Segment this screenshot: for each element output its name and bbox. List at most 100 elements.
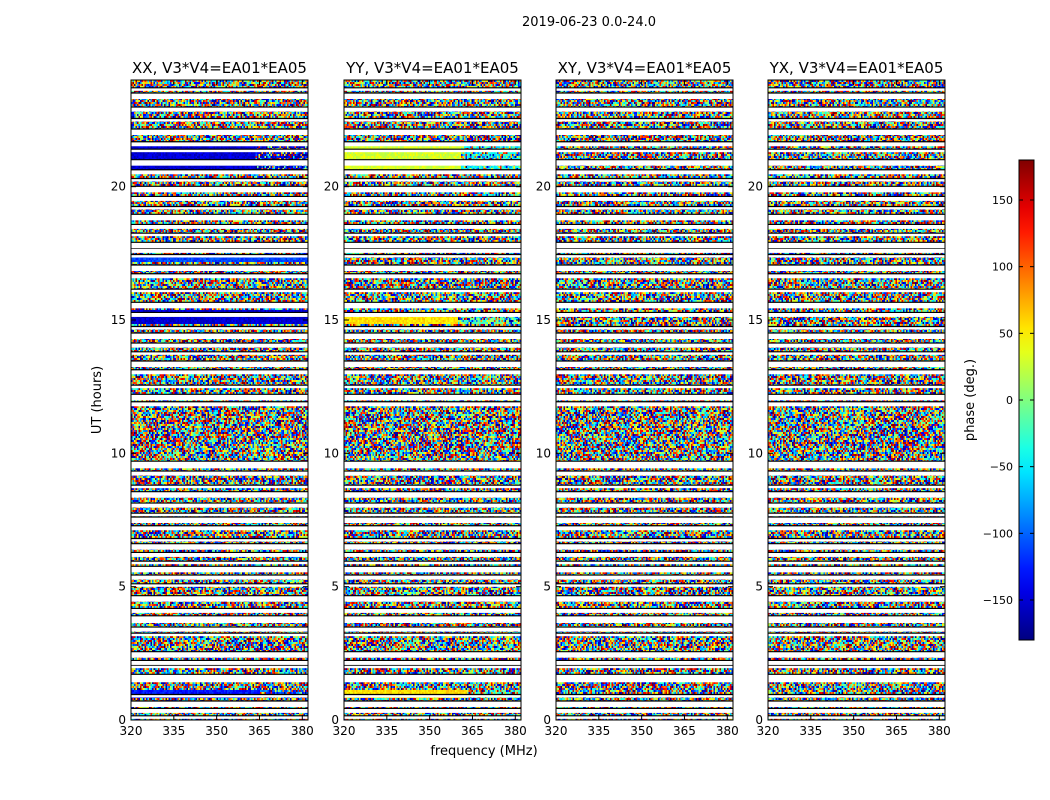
flagged-row bbox=[131, 651, 308, 658]
flagged-row bbox=[344, 186, 521, 193]
flagged-row bbox=[344, 242, 521, 249]
flagged-row bbox=[768, 525, 945, 531]
flagged-row bbox=[556, 525, 733, 531]
flagged-row bbox=[131, 312, 308, 317]
y-tick-label: 5 bbox=[331, 580, 339, 594]
flagged-row bbox=[344, 265, 521, 271]
flagged-row bbox=[556, 694, 733, 698]
panel-title: YX, V3*V4=EA01*EA05 bbox=[769, 59, 944, 77]
flagged-row bbox=[768, 87, 945, 91]
flagged-row bbox=[556, 254, 733, 258]
flagged-row bbox=[556, 312, 733, 317]
x-tick-label: 365 bbox=[673, 724, 696, 738]
colorbar-label: phase (deg.) bbox=[963, 359, 978, 441]
flagged-row bbox=[768, 503, 945, 508]
flagged-row bbox=[131, 401, 308, 407]
x-tick-label: 350 bbox=[205, 724, 228, 738]
flagged-row bbox=[131, 615, 308, 619]
flagged-row bbox=[556, 665, 733, 669]
flagged-row bbox=[344, 351, 521, 355]
x-tick-label: 320 bbox=[757, 724, 780, 738]
flagged-row bbox=[344, 608, 521, 613]
flagged-row bbox=[344, 617, 521, 623]
flagged-row bbox=[556, 471, 733, 476]
flagged-row bbox=[768, 394, 945, 401]
panel-xy: XY, V3*V4=EA01*EA05 320 335 350 365 380 0 5 10 15… bbox=[536, 59, 739, 738]
flagged-row bbox=[131, 665, 308, 669]
flagged-row bbox=[131, 242, 308, 249]
x-tick-label: 335 bbox=[799, 724, 822, 738]
flagged-row bbox=[131, 361, 308, 367]
flagged-row bbox=[131, 186, 308, 193]
y-tick-label: 15 bbox=[111, 313, 126, 327]
flagged-row bbox=[556, 333, 733, 339]
flagged-row bbox=[131, 233, 308, 237]
flagged-row bbox=[556, 651, 733, 658]
flagged-row bbox=[131, 471, 308, 476]
flagged-row bbox=[768, 248, 945, 253]
flagged-row bbox=[131, 701, 308, 707]
flagged-row bbox=[344, 118, 521, 122]
colorbar-tick-label: −100 bbox=[983, 527, 1013, 540]
flagged-row bbox=[344, 343, 521, 348]
flagged-row bbox=[556, 715, 733, 719]
panels: XX, V3*V4=EA01*EA05 320 335 350 365 380 0 5 10 15… bbox=[111, 59, 951, 738]
axes-frame bbox=[343, 79, 522, 721]
flagged-row bbox=[768, 333, 945, 339]
flagged-row bbox=[768, 462, 945, 469]
flagged-row bbox=[344, 615, 521, 619]
y-tick-label: 20 bbox=[111, 180, 126, 194]
flagged-row bbox=[768, 242, 945, 249]
flagged-row bbox=[556, 326, 733, 330]
flagged-row bbox=[344, 369, 521, 375]
y-tick-label: 10 bbox=[111, 446, 126, 460]
flagged-row bbox=[768, 343, 945, 348]
flagged-row bbox=[556, 660, 733, 665]
flagged-row bbox=[768, 118, 945, 122]
flagged-row bbox=[768, 674, 945, 681]
flagged-row bbox=[768, 214, 945, 221]
flagged-row bbox=[556, 385, 733, 389]
flagged-row bbox=[131, 289, 308, 293]
x-tick-label: 350 bbox=[842, 724, 865, 738]
flagged-row bbox=[768, 617, 945, 623]
flagged-row bbox=[131, 333, 308, 339]
flagged-row bbox=[344, 651, 521, 658]
flagged-row bbox=[768, 265, 945, 271]
flagged-row bbox=[131, 517, 308, 523]
flagged-row bbox=[556, 206, 733, 210]
x-tick-label: 380 bbox=[504, 724, 527, 738]
flagged-row bbox=[768, 169, 945, 175]
flagged-row bbox=[131, 302, 308, 309]
flagged-row bbox=[344, 107, 521, 112]
flagged-row bbox=[556, 491, 733, 498]
flagged-row bbox=[131, 608, 308, 613]
flagged-row bbox=[556, 149, 733, 153]
flagged-row bbox=[768, 312, 945, 317]
y-tick-label: 0 bbox=[755, 713, 763, 727]
flagged-row bbox=[768, 538, 945, 542]
flagged-row bbox=[556, 461, 733, 465]
flagged-row bbox=[556, 242, 733, 249]
flagged-row bbox=[556, 561, 733, 565]
flagged-row bbox=[344, 248, 521, 253]
flagged-row bbox=[131, 141, 308, 147]
flagged-row bbox=[131, 543, 308, 550]
x-tick-label: 380 bbox=[716, 724, 739, 738]
flagged-row bbox=[344, 491, 521, 498]
flagged-row bbox=[556, 595, 733, 602]
flagged-row bbox=[344, 503, 521, 508]
flagged-row bbox=[344, 149, 521, 153]
flagged-row bbox=[344, 273, 521, 279]
x-tick-label: 350 bbox=[418, 724, 441, 738]
flagged-row bbox=[556, 186, 733, 193]
x-tick-label: 365 bbox=[885, 724, 908, 738]
y-tick-label: 10 bbox=[536, 446, 551, 460]
flagged-row bbox=[768, 385, 945, 389]
colorbar-tick-label: 150 bbox=[992, 194, 1013, 207]
flagged-row bbox=[768, 254, 945, 258]
flagged-row bbox=[344, 361, 521, 367]
flagged-row bbox=[344, 701, 521, 707]
flagged-row bbox=[344, 141, 521, 147]
